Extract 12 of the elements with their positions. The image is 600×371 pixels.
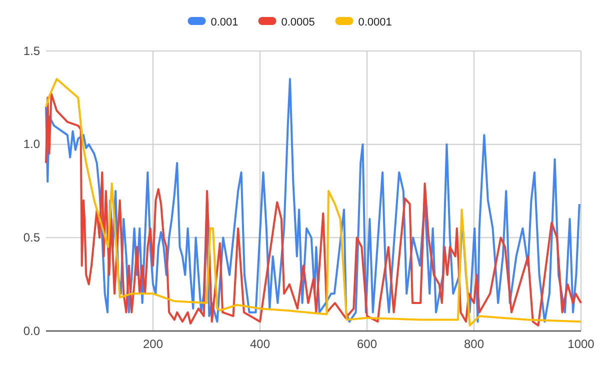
x-tick-label: 400	[250, 337, 270, 351]
legend-label: 0.001	[210, 16, 238, 29]
legend-label: 0.0001	[358, 16, 392, 29]
x-tick-label: 800	[464, 337, 484, 351]
y-tick-label: 0.0	[23, 324, 40, 338]
y-tick-label: 1.0	[23, 137, 40, 152]
legend-label: 0.0005	[281, 16, 315, 29]
x-tick-label: 1000	[568, 337, 595, 351]
x-tick-label: 200	[142, 337, 164, 351]
y-tick-label: 1.5	[23, 44, 40, 58]
y-tick-label: 0.5	[23, 230, 40, 245]
x-tick-label: 600	[356, 337, 378, 351]
